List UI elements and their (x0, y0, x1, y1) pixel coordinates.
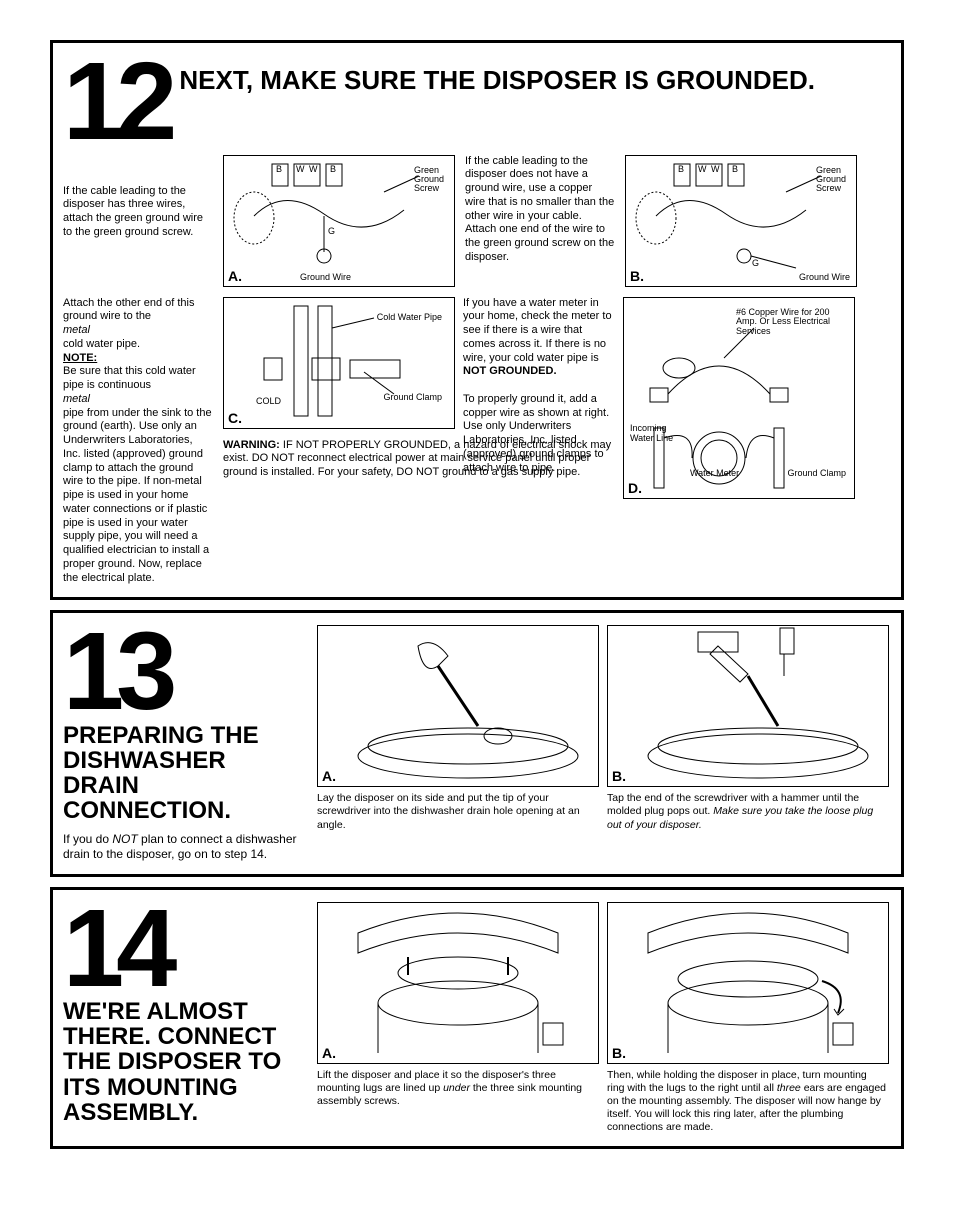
step12-fig-d: #6 Copper Wire for 200 Amp. Or Less Elec… (623, 297, 855, 499)
fig-label-d: D. (628, 480, 642, 496)
fig-label-b14: B. (612, 1045, 626, 1061)
step12-text-d: If you have a water meter in your home, … (463, 297, 613, 586)
step14-fig-b: B. (607, 902, 889, 1064)
step-12-number: 12 (63, 55, 169, 149)
step-14-number: 14 (63, 902, 307, 996)
fig-label-a13: A. (322, 768, 336, 784)
step14-fig-a: A. (317, 902, 599, 1064)
step12-fig-c: COLD Cold Water Pipe Ground Clamp C. (223, 297, 455, 429)
step-14-section: 14 WE'RE ALMOST THERE. CONNECT THE DISPO… (50, 887, 904, 1150)
step14-cap-b: Then, while holding the disposer in plac… (607, 1069, 887, 1135)
step12-text-b: If the cable leading to the disposer doe… (465, 155, 615, 287)
step13-fig-b: B. (607, 625, 889, 787)
step13-intro: If you do NOT plan to connect a dishwash… (63, 832, 307, 862)
page: 12 NEXT, MAKE SURE THE DISPOSER IS GROUN… (0, 0, 954, 1189)
step12-text-a: If the cable leading to the disposer has… (63, 185, 213, 240)
step-12-section: 12 NEXT, MAKE SURE THE DISPOSER IS GROUN… (50, 40, 904, 600)
step-14-title: WE'RE ALMOST THERE. CONNECT THE DISPOSER… (63, 999, 307, 1125)
step12-text-c: Attach the other end of this ground wire… (63, 297, 213, 586)
step13-cap-a: Lay the disposer on its side and put the… (317, 792, 597, 831)
fig-label-c: C. (228, 410, 242, 426)
fig-label-b: B. (630, 268, 644, 284)
step14-cap-a: Lift the disposer and place it so the di… (317, 1069, 597, 1108)
fig-label-a14: A. (322, 1045, 336, 1061)
step-12-title: NEXT, MAKE SURE THE DISPOSER IS GROUNDED… (179, 65, 815, 96)
step12-fig-b: B W W B G Ground Wire Green Ground Screw… (625, 155, 857, 287)
step-13-number: 13 (63, 625, 307, 719)
fig-label-b13: B. (612, 768, 626, 784)
step-13-section: 13 PREPARING THE DISHWASHER DRAIN CONNEC… (50, 610, 904, 876)
step13-fig-a: A. (317, 625, 599, 787)
step12-fig-a: B W W B G Ground Wire Green Ground Screw… (223, 155, 455, 287)
fig-label-a: A. (228, 268, 242, 284)
step-13-title: PREPARING THE DISHWASHER DRAIN CONNECTIO… (63, 723, 307, 824)
step13-cap-b: Tap the end of the screwdriver with a ha… (607, 792, 887, 831)
